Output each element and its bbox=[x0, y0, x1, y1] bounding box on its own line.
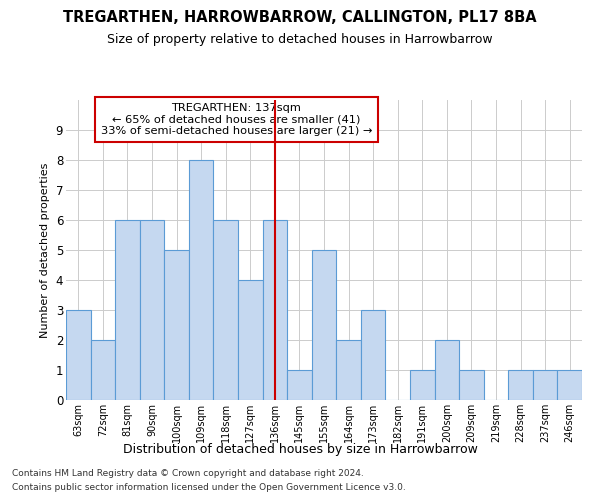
Bar bbox=[410, 370, 434, 400]
Bar bbox=[287, 370, 312, 400]
Bar bbox=[459, 370, 484, 400]
Bar bbox=[214, 220, 238, 400]
Bar bbox=[508, 370, 533, 400]
Text: Distribution of detached houses by size in Harrowbarrow: Distribution of detached houses by size … bbox=[122, 442, 478, 456]
Bar bbox=[361, 310, 385, 400]
Bar bbox=[533, 370, 557, 400]
Text: Contains HM Land Registry data © Crown copyright and database right 2024.: Contains HM Land Registry data © Crown c… bbox=[12, 468, 364, 477]
Bar bbox=[140, 220, 164, 400]
Text: TREGARTHEN, HARROWBARROW, CALLINGTON, PL17 8BA: TREGARTHEN, HARROWBARROW, CALLINGTON, PL… bbox=[63, 10, 537, 25]
Bar bbox=[164, 250, 189, 400]
Bar bbox=[189, 160, 214, 400]
Text: Contains public sector information licensed under the Open Government Licence v3: Contains public sector information licen… bbox=[12, 484, 406, 492]
Bar bbox=[238, 280, 263, 400]
Bar bbox=[336, 340, 361, 400]
Bar bbox=[434, 340, 459, 400]
Y-axis label: Number of detached properties: Number of detached properties bbox=[40, 162, 50, 338]
Bar bbox=[66, 310, 91, 400]
Bar bbox=[91, 340, 115, 400]
Text: Size of property relative to detached houses in Harrowbarrow: Size of property relative to detached ho… bbox=[107, 32, 493, 46]
Bar bbox=[557, 370, 582, 400]
Text: TREGARTHEN: 137sqm
← 65% of detached houses are smaller (41)
33% of semi-detache: TREGARTHEN: 137sqm ← 65% of detached hou… bbox=[101, 103, 372, 136]
Bar bbox=[312, 250, 336, 400]
Bar bbox=[115, 220, 140, 400]
Bar bbox=[263, 220, 287, 400]
